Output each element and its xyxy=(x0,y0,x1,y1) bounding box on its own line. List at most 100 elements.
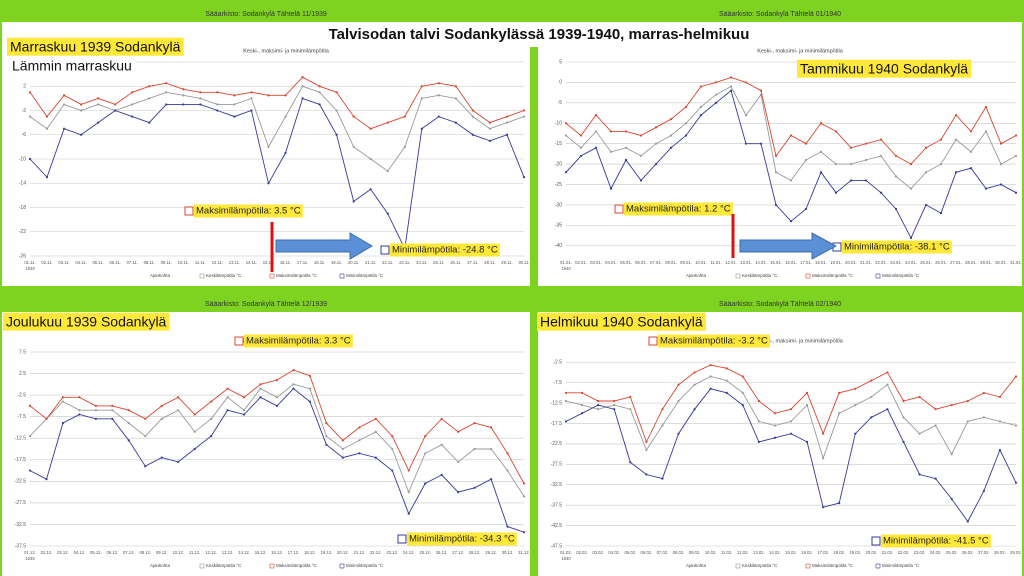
x-axis-label: Ajankohta xyxy=(686,273,707,278)
point xyxy=(318,91,321,94)
point xyxy=(341,456,344,459)
point xyxy=(308,374,312,377)
highlight xyxy=(624,202,733,216)
point xyxy=(564,122,568,125)
point xyxy=(1014,134,1018,137)
annotation: Minimilämpötila: -34.3 °C xyxy=(409,534,515,545)
point xyxy=(226,409,229,412)
point xyxy=(693,408,696,411)
point xyxy=(148,121,151,124)
point xyxy=(789,408,793,411)
x-tick-label: 05.02. xyxy=(624,550,636,555)
point xyxy=(580,391,584,394)
point xyxy=(954,171,958,174)
point xyxy=(374,456,377,459)
point xyxy=(437,82,440,85)
annotation-box xyxy=(397,534,407,544)
point xyxy=(709,363,712,367)
point xyxy=(97,121,100,124)
point xyxy=(684,122,688,125)
point xyxy=(741,391,744,394)
x-tick-label: 09.12. xyxy=(156,550,168,555)
x-tick-label: 24.01. xyxy=(905,260,917,265)
point xyxy=(677,383,680,386)
point xyxy=(729,89,733,92)
y-tick-label: -10 xyxy=(19,156,26,162)
point xyxy=(78,409,81,412)
x-tick-label: 03.02. xyxy=(592,550,604,555)
point xyxy=(669,134,673,137)
point xyxy=(849,163,853,166)
x-tick-label: 01.12. xyxy=(24,550,36,555)
panel-header xyxy=(536,6,1024,20)
y-tick-label: 0 xyxy=(559,80,562,86)
point xyxy=(654,142,658,145)
x-tick-label: 22.12. xyxy=(370,550,382,555)
point xyxy=(62,94,66,97)
point xyxy=(506,452,509,455)
x-tick-label: 16.01. xyxy=(785,260,797,265)
y-tick-label: -22.5 xyxy=(551,441,563,447)
point xyxy=(982,416,985,419)
note-box xyxy=(10,58,135,74)
point xyxy=(267,182,270,185)
x-tick-label: 07.12. xyxy=(123,550,135,555)
point xyxy=(308,387,312,390)
chart-title: Tammikuu 1940 Sodankylä xyxy=(800,61,968,77)
point xyxy=(998,395,1002,399)
point xyxy=(759,142,763,145)
point xyxy=(639,179,643,182)
y-tick-label: -27.5 xyxy=(551,462,563,468)
annotation: Minimilämpötila: -38.1 °C xyxy=(844,242,950,253)
point xyxy=(950,403,953,407)
y-tick-label: 2 xyxy=(23,84,26,90)
x-tick-label: 04.12. xyxy=(74,550,86,555)
point xyxy=(440,417,443,420)
panel-header-text: Sääarkisto: Sodankylä Tähtelä 12/1939 xyxy=(205,301,327,308)
x-tick-label: 17.01. xyxy=(800,260,812,265)
point xyxy=(28,469,32,472)
point xyxy=(454,85,457,88)
point xyxy=(440,473,443,476)
legend-label: Maksimilämpötila °C xyxy=(812,273,854,278)
point xyxy=(834,130,838,133)
point xyxy=(693,383,696,386)
point xyxy=(165,103,168,106)
point xyxy=(998,448,1002,452)
point xyxy=(488,127,492,130)
point xyxy=(654,126,658,129)
point xyxy=(275,404,279,407)
point xyxy=(894,207,898,211)
annotation: Maksimilämpötila: 1.2 °C xyxy=(626,204,731,215)
legend-swatch xyxy=(735,273,741,279)
point xyxy=(80,133,83,136)
point xyxy=(471,115,474,118)
point xyxy=(609,150,613,153)
point xyxy=(318,103,321,106)
point xyxy=(909,163,913,166)
point xyxy=(488,121,492,124)
point xyxy=(757,399,760,403)
point xyxy=(284,115,287,118)
point xyxy=(506,469,509,472)
y-tick-label: -12.5 xyxy=(15,436,27,442)
point xyxy=(594,130,598,133)
point xyxy=(78,396,81,399)
x-tick-label: 31.01. xyxy=(1010,260,1022,265)
point xyxy=(352,115,355,118)
point xyxy=(111,404,114,407)
x-tick-label: 18.12. xyxy=(304,550,316,555)
point xyxy=(199,91,202,94)
point xyxy=(301,85,304,88)
point xyxy=(918,432,921,435)
point xyxy=(80,103,83,106)
point xyxy=(924,146,928,149)
point xyxy=(160,417,163,420)
point xyxy=(579,146,583,149)
point xyxy=(505,121,509,124)
x-tick-label: 25.12. xyxy=(419,550,431,555)
y-tick-label: -35 xyxy=(555,223,562,229)
point xyxy=(639,134,643,137)
x-tick-label: 01.11. xyxy=(24,260,35,265)
point xyxy=(629,395,632,399)
